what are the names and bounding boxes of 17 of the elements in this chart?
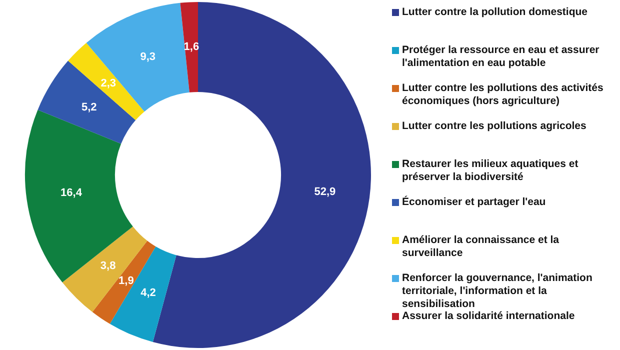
legend-label: Renforcer la gouvernance, l'animation territoriale, l'information et la sensibilisation — [402, 272, 594, 311]
data-label: 3,8 — [100, 260, 116, 272]
legend-label: Assurer la solidarité internationale — [402, 310, 575, 323]
legend-label: Économiser et partager l'eau — [402, 196, 546, 209]
legend-label: Restaurer les milieux aquatiques et préserver la biodiversité — [402, 158, 580, 184]
legend-label: Lutter contre la pollution domestique — [402, 6, 588, 19]
legend-label: Lutter contre les pollutions des activités économiques (hors agriculture) — [402, 82, 604, 108]
legend-label: Lutter contre les pollutions agricoles — [402, 120, 586, 133]
data-label: 1,9 — [118, 275, 134, 288]
data-label: 5,2 — [81, 102, 97, 114]
data-label: 52,9 — [314, 186, 336, 198]
legend-label: Protéger la ressource en eau et assurer l'alimentation en eau potable — [402, 44, 600, 70]
data-label: 2,3 — [100, 78, 116, 90]
data-label: 16,4 — [60, 187, 83, 200]
legend-label: Améliorer la connaissance et la surveillance — [402, 234, 560, 260]
data-label: 9,3 — [140, 51, 156, 64]
data-label: 4,2 — [140, 286, 156, 299]
